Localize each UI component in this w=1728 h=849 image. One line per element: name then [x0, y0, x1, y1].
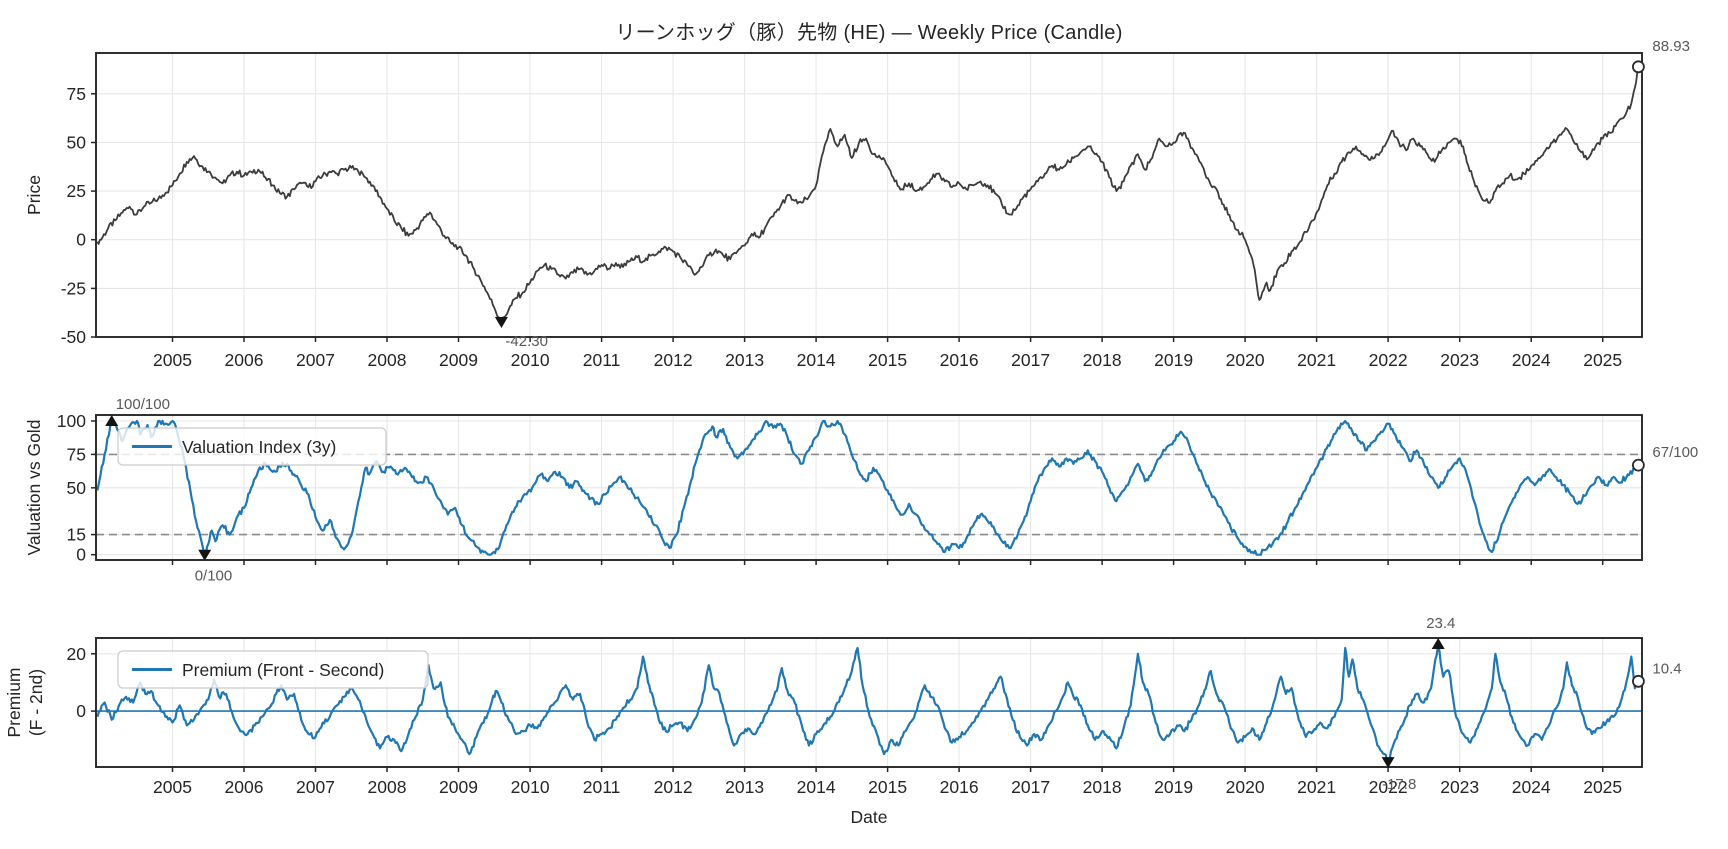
x-tick-label: 2008: [368, 350, 407, 370]
x-tick-label: 2009: [439, 777, 478, 797]
x-tick-label: 2015: [868, 777, 907, 797]
y-tick-label: 75: [67, 444, 86, 464]
x-tick-label: 2007: [296, 350, 335, 370]
extreme-marker-down: [198, 549, 212, 561]
y-axis-label: Premium: [4, 667, 24, 737]
y-axis-label: (F - 2nd): [26, 669, 46, 736]
x-tick-label: 2023: [1440, 350, 1479, 370]
annotation-label: -17.8: [1382, 776, 1416, 793]
panel-frame: [95, 414, 1643, 561]
x-tick-label: 2013: [725, 777, 764, 797]
x-tick-label: 2017: [1011, 777, 1050, 797]
extreme-marker-up: [105, 415, 119, 426]
x-tick-label: 2010: [511, 777, 550, 797]
y-tick-label: 0: [76, 230, 86, 250]
y-tick-label: 0: [76, 545, 86, 565]
x-axis-label: Date: [851, 807, 888, 827]
annotation-label: 67/100: [1652, 444, 1698, 461]
y-tick-label: 100: [57, 411, 86, 431]
legend: Premium (Front - Second): [117, 650, 429, 689]
annotation-label: 23.4: [1426, 615, 1455, 632]
x-tick-label: 2018: [1083, 777, 1122, 797]
annotation-label: 100/100: [116, 396, 170, 413]
x-tick-label: 2005: [153, 350, 192, 370]
x-tick-label: 2023: [1440, 777, 1479, 797]
annotation-label: 0/100: [195, 568, 233, 585]
x-tick-label: 2012: [654, 350, 693, 370]
chart-title: リーンホッグ（豚）先物 (HE) — Weekly Price (Candle): [615, 22, 1123, 44]
x-tick-label: 2021: [1297, 350, 1336, 370]
x-tick-label: 2017: [1011, 350, 1050, 370]
x-tick-label: 2025: [1583, 350, 1622, 370]
extreme-marker-down: [1381, 757, 1395, 769]
premium-panel-series-line: [96, 642, 1640, 764]
x-tick-label: 2022: [1369, 350, 1408, 370]
x-tick-label: 2007: [296, 777, 335, 797]
x-tick-label: 2024: [1512, 350, 1551, 370]
x-tick-label: 2014: [797, 350, 836, 370]
valuation-panel-series-line: [96, 419, 1640, 556]
annotation-label: 88.93: [1652, 38, 1690, 55]
legend-label: Premium (Front - Second): [182, 660, 384, 680]
y-tick-label: 75: [67, 84, 86, 104]
x-tick-label: 2006: [225, 777, 264, 797]
legend: Valuation Index (3y): [117, 427, 387, 466]
x-tick-label: 2025: [1583, 777, 1622, 797]
panel-frame: [95, 52, 1643, 338]
x-tick-label: 2015: [868, 350, 907, 370]
y-axis-label: Price: [24, 175, 44, 215]
y-tick-label: 50: [67, 478, 87, 498]
price-panel-series-line: [96, 66, 1640, 323]
legend-box: [117, 427, 387, 466]
last-value-marker: [1632, 674, 1645, 688]
x-tick-label: 2018: [1083, 350, 1122, 370]
y-tick-label: 0: [76, 701, 86, 721]
x-tick-label: 2016: [940, 350, 979, 370]
y-tick-label: 20: [67, 644, 87, 664]
x-tick-label: 2010: [511, 350, 550, 370]
y-tick-label: -25: [61, 278, 86, 298]
x-tick-label: 2011: [583, 777, 621, 797]
legend-label: Valuation Index (3y): [182, 437, 336, 457]
annotation-label: 10.4: [1652, 660, 1681, 677]
x-tick-label: 2012: [654, 777, 693, 797]
x-tick-label: 2006: [225, 350, 264, 370]
annotation-label: -42.30: [505, 333, 548, 350]
last-value-marker: [1632, 458, 1645, 472]
x-tick-label: 2020: [1226, 350, 1265, 370]
y-tick-label: -50: [61, 327, 87, 347]
x-tick-label: 2020: [1226, 777, 1265, 797]
y-tick-label: 25: [67, 181, 86, 201]
x-tick-label: 2019: [1154, 777, 1193, 797]
extreme-marker-down: [494, 317, 508, 328]
x-tick-label: 2014: [797, 777, 836, 797]
last-value-marker: [1632, 60, 1645, 74]
x-tick-label: 2005: [153, 777, 192, 797]
x-tick-label: 2019: [1154, 350, 1193, 370]
legend-box: [117, 650, 429, 689]
x-tick-label: 2022: [1369, 777, 1408, 797]
x-tick-label: 2013: [725, 350, 764, 370]
x-tick-label: 2009: [439, 350, 478, 370]
x-tick-label: 2008: [368, 777, 407, 797]
y-tick-label: 15: [67, 525, 86, 545]
x-tick-label: 2021: [1297, 777, 1336, 797]
x-tick-label: 2011: [583, 350, 621, 370]
y-tick-label: 50: [67, 133, 87, 153]
x-tick-label: 2016: [940, 777, 979, 797]
y-axis-label: Valuation vs Gold: [24, 420, 44, 556]
x-tick-label: 2024: [1512, 777, 1551, 797]
panel-frame: [95, 637, 1643, 768]
extreme-marker-up: [1431, 638, 1445, 649]
